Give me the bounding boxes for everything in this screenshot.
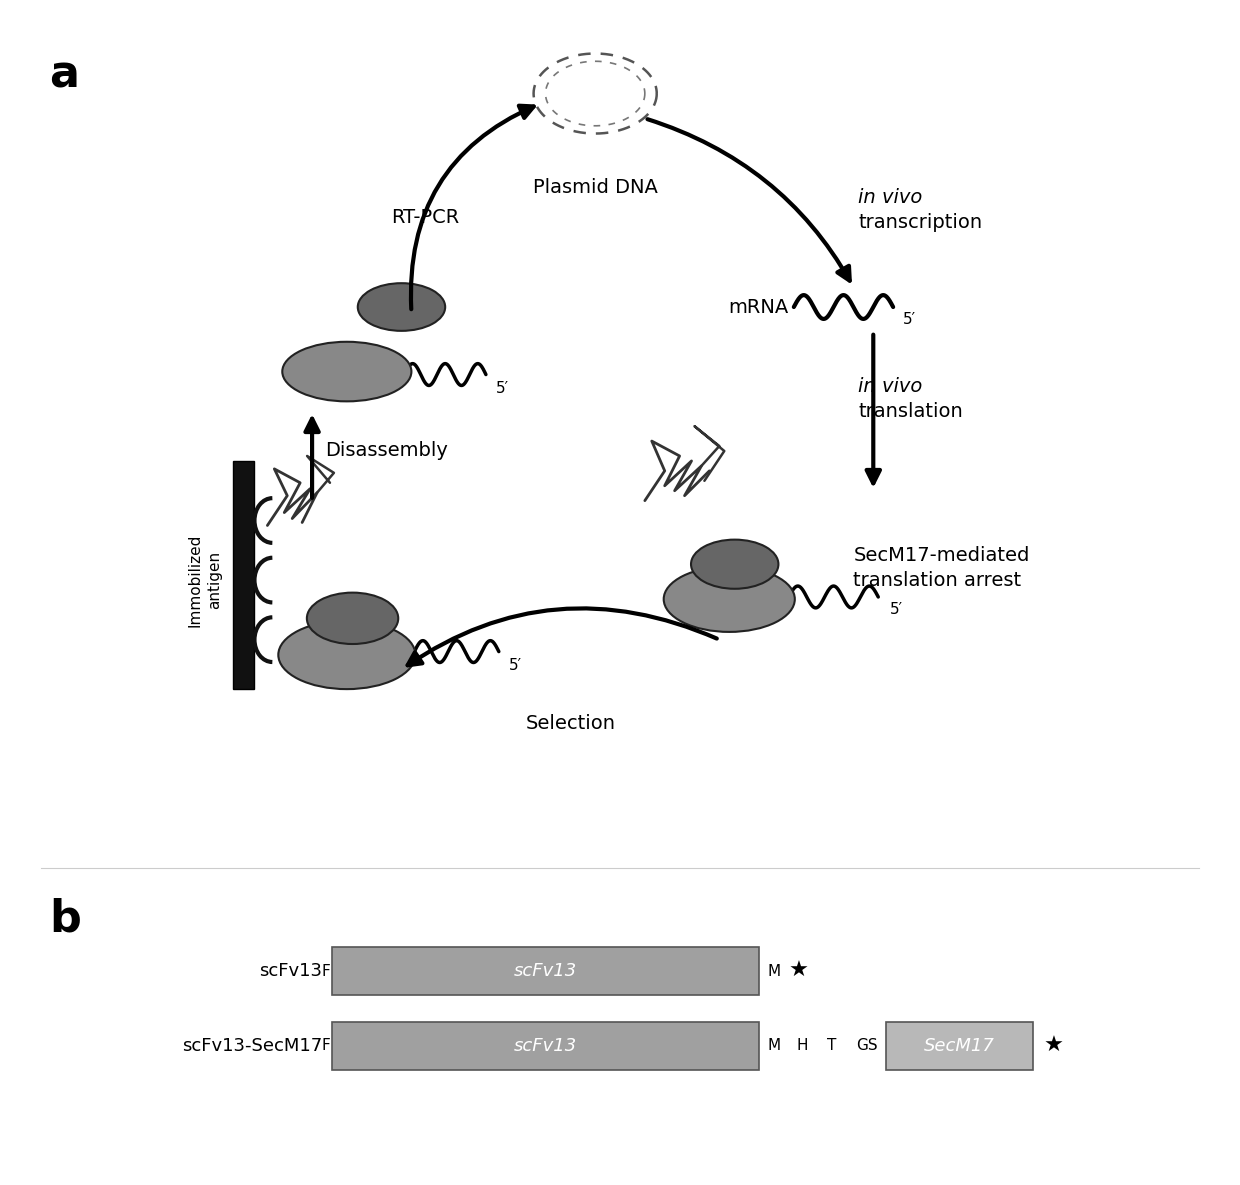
Text: 5′: 5′ [496, 380, 508, 396]
Text: M: M [768, 1038, 780, 1053]
Text: translation arrest: translation arrest [853, 571, 1022, 590]
Text: transcription: transcription [858, 213, 982, 232]
Text: mRNA: mRNA [729, 297, 789, 316]
Text: H: H [797, 1038, 808, 1053]
Ellipse shape [358, 283, 445, 331]
Text: Selection: Selection [526, 715, 615, 734]
Text: T: T [827, 1038, 836, 1053]
Text: scFv13-SecM17: scFv13-SecM17 [182, 1037, 322, 1055]
Text: SecM17: SecM17 [924, 1037, 996, 1055]
Text: in vivo: in vivo [858, 377, 923, 396]
Bar [233, 461, 254, 690]
Text: 5′: 5′ [508, 658, 522, 673]
Text: SecM17-mediated: SecM17-mediated [853, 546, 1029, 565]
Ellipse shape [663, 566, 795, 632]
Text: in vivo: in vivo [858, 188, 923, 207]
Bar [887, 1021, 1033, 1070]
Text: 5′: 5′ [890, 602, 903, 617]
Text: F: F [321, 1038, 330, 1053]
Text: scFv13: scFv13 [513, 962, 577, 980]
FancyArrowPatch shape [305, 418, 319, 498]
Text: b: b [48, 898, 81, 941]
Text: Immobilized
antigen: Immobilized antigen [187, 533, 222, 627]
FancyArrowPatch shape [867, 334, 880, 483]
Text: F: F [321, 963, 330, 979]
Text: Disassembly: Disassembly [325, 441, 448, 460]
FancyArrowPatch shape [408, 608, 717, 665]
Text: 5′: 5′ [903, 312, 916, 327]
Text: translation: translation [858, 402, 963, 421]
Ellipse shape [283, 341, 412, 402]
FancyArrowPatch shape [410, 105, 533, 309]
Text: ★: ★ [1043, 1036, 1063, 1056]
Text: scFv13: scFv13 [513, 1037, 577, 1055]
Text: M: M [768, 963, 780, 979]
Bar [332, 948, 759, 995]
Ellipse shape [306, 592, 398, 643]
Text: GS: GS [857, 1038, 878, 1053]
Bar [332, 1021, 759, 1070]
Ellipse shape [278, 621, 415, 690]
Text: a: a [48, 53, 79, 97]
Text: scFv13: scFv13 [259, 962, 322, 980]
FancyArrowPatch shape [647, 120, 849, 281]
Text: Plasmid DNA: Plasmid DNA [533, 178, 657, 197]
Ellipse shape [691, 539, 779, 589]
Text: ★: ★ [789, 961, 808, 981]
Text: RT-PCR: RT-PCR [392, 209, 460, 228]
